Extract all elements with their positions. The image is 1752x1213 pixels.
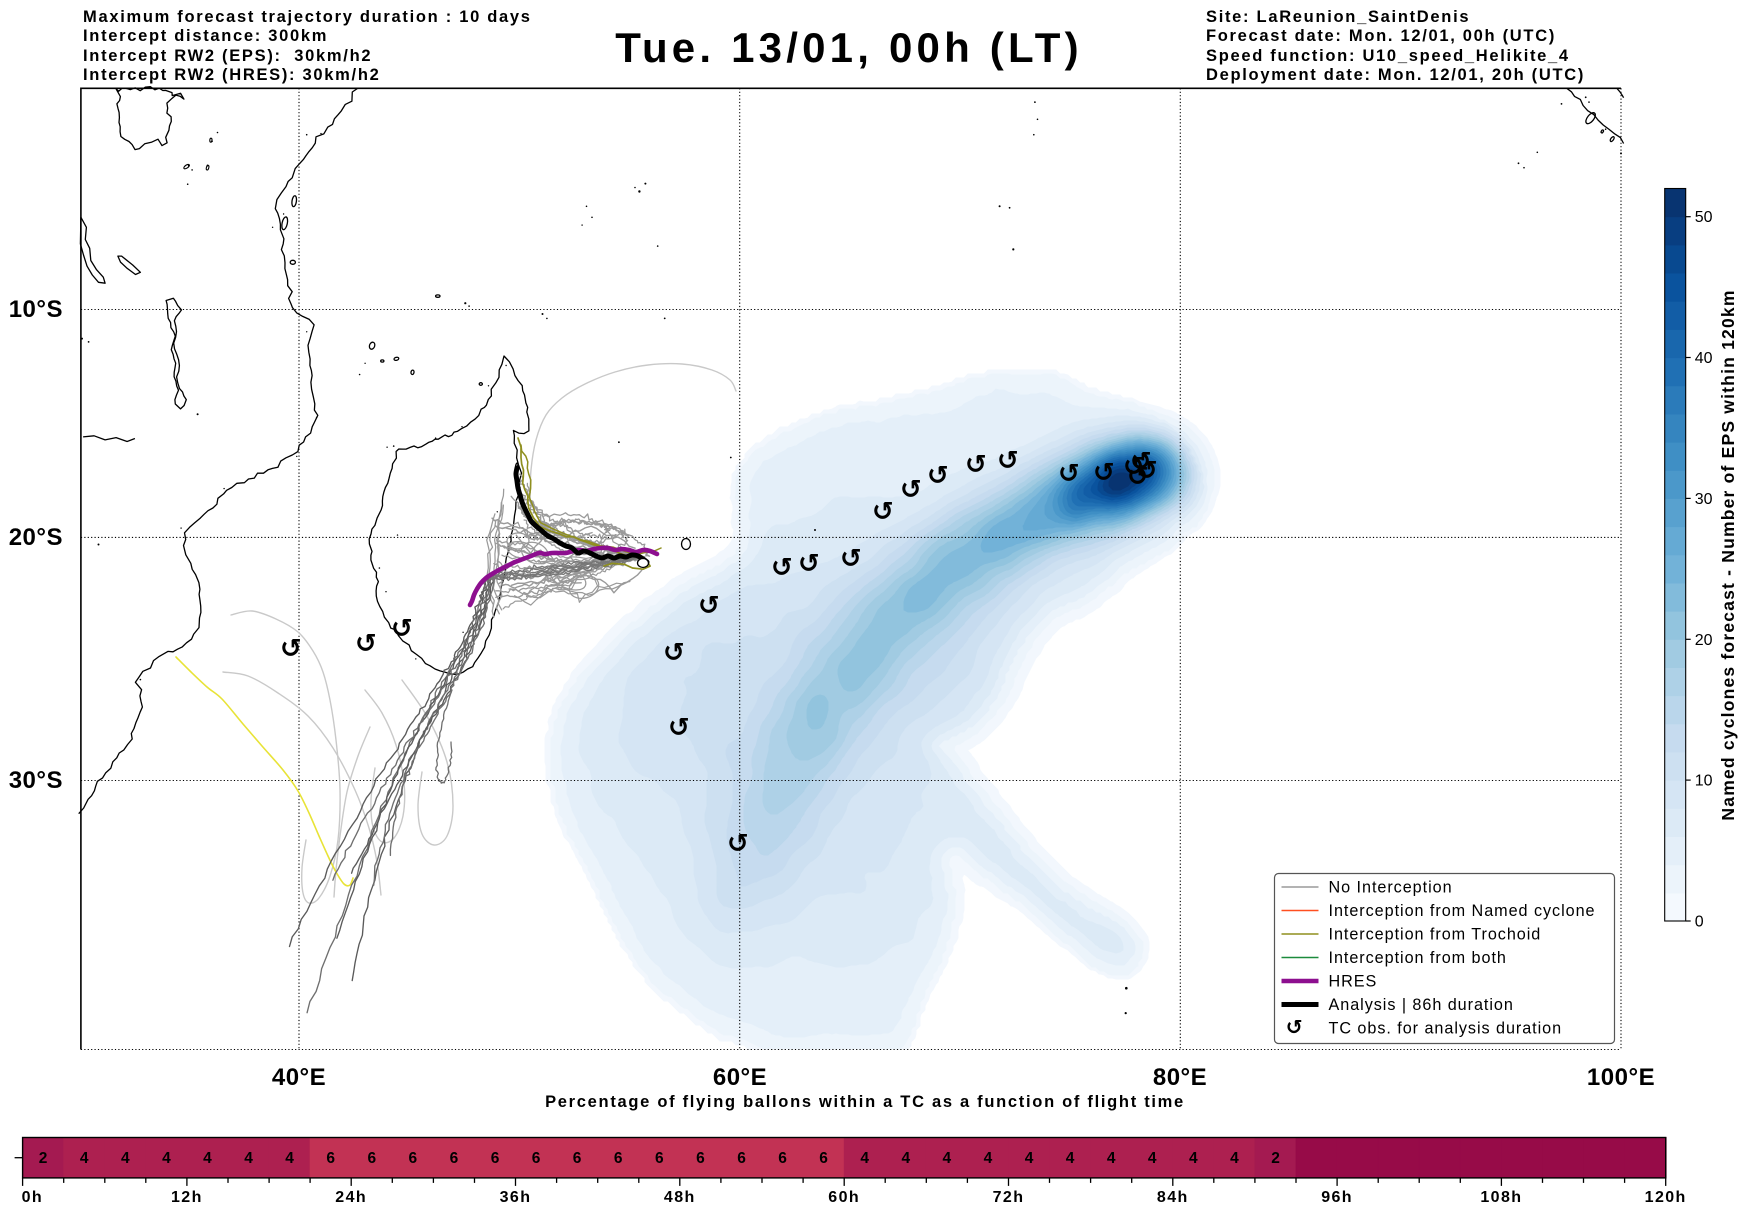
- svg-text:30°S: 30°S: [9, 767, 63, 794]
- svg-text:6: 6: [491, 1150, 500, 1167]
- svg-text:4: 4: [1025, 1150, 1034, 1167]
- svg-text:108h: 108h: [1480, 1189, 1522, 1206]
- svg-text:6: 6: [819, 1150, 828, 1167]
- svg-text:4: 4: [942, 1150, 951, 1167]
- svg-text:Forecast date: Mon. 12/01, 00h: Forecast date: Mon. 12/01, 00h (UTC): [1206, 27, 1556, 45]
- svg-text:4: 4: [162, 1150, 171, 1167]
- svg-text:4: 4: [1189, 1150, 1198, 1167]
- svg-text:Percentage of flying ballons w: Percentage of flying ballons within a TC…: [545, 1093, 1185, 1111]
- svg-text:4: 4: [1107, 1150, 1116, 1167]
- svg-text:0: 0: [1695, 914, 1704, 931]
- svg-text:Named cyclones forecast - Numb: Named cyclones forecast - Number of EPS …: [1718, 289, 1738, 820]
- svg-text:80°E: 80°E: [1153, 1064, 1207, 1091]
- svg-text:Maximum forecast trajectory du: Maximum forecast trajectory duration : 1…: [83, 8, 532, 26]
- svg-text:12h: 12h: [171, 1189, 203, 1206]
- svg-text:30: 30: [1695, 491, 1713, 508]
- svg-text:4: 4: [984, 1150, 993, 1167]
- svg-text:96h: 96h: [1321, 1189, 1353, 1206]
- svg-text:6: 6: [573, 1150, 582, 1167]
- svg-text:Analysis | 86h duration: Analysis | 86h duration: [1329, 996, 1514, 1014]
- svg-text:4: 4: [1148, 1150, 1157, 1167]
- svg-text:20°S: 20°S: [9, 524, 63, 551]
- svg-text:60h: 60h: [828, 1189, 860, 1206]
- svg-text:100°E: 100°E: [1587, 1064, 1655, 1091]
- svg-text:60°E: 60°E: [713, 1064, 767, 1091]
- svg-text:Tue. 13/01, 00h (LT): Tue. 13/01, 00h (LT): [615, 24, 1083, 71]
- svg-text:50: 50: [1695, 209, 1713, 226]
- svg-text:Interception from Trochoid: Interception from Trochoid: [1329, 926, 1542, 944]
- svg-text:4: 4: [1066, 1150, 1075, 1167]
- svg-text:6: 6: [778, 1150, 787, 1167]
- svg-text:HRES: HRES: [1329, 973, 1378, 991]
- svg-text:24h: 24h: [335, 1189, 367, 1206]
- svg-text:TC obs. for analysis duration: TC obs. for analysis duration: [1329, 1020, 1563, 1038]
- svg-text:40: 40: [1695, 350, 1713, 367]
- svg-text:6: 6: [408, 1150, 417, 1167]
- svg-text:Intercept RW2 (HRES): 30km/h2: Intercept RW2 (HRES): 30km/h2: [83, 66, 380, 84]
- svg-text:Intercept distance: 300km: Intercept distance: 300km: [83, 27, 328, 45]
- svg-text:Interception from both: Interception from both: [1329, 949, 1507, 967]
- svg-text:Deployment date: Mon. 12/01, 2: Deployment date: Mon. 12/01, 20h (UTC): [1206, 66, 1585, 84]
- svg-text:Speed function: U10_speed_Heli: Speed function: U10_speed_Helikite_4: [1206, 47, 1570, 65]
- svg-text:Interception from Named cyclon: Interception from Named cyclone: [1329, 902, 1596, 920]
- svg-text:4: 4: [901, 1150, 910, 1167]
- svg-text:2: 2: [1271, 1150, 1280, 1167]
- svg-text:6: 6: [655, 1150, 664, 1167]
- svg-text:6: 6: [737, 1150, 746, 1167]
- svg-text:4: 4: [285, 1150, 294, 1167]
- svg-text:4: 4: [80, 1150, 89, 1167]
- svg-text:2: 2: [39, 1150, 48, 1167]
- svg-text:6: 6: [367, 1150, 376, 1167]
- svg-text:4: 4: [203, 1150, 212, 1167]
- svg-text:4: 4: [244, 1150, 253, 1167]
- svg-text:120h: 120h: [1645, 1189, 1687, 1206]
- svg-text:Intercept RW2 (EPS): 30km/h2: Intercept RW2 (EPS): 30km/h2: [83, 47, 372, 65]
- svg-text:No Interception: No Interception: [1329, 879, 1453, 897]
- svg-text:36h: 36h: [500, 1189, 532, 1206]
- svg-text:6: 6: [450, 1150, 459, 1167]
- svg-text:6: 6: [614, 1150, 623, 1167]
- svg-text:0h: 0h: [22, 1189, 43, 1206]
- svg-text:Site: LaReunion_SaintDenis: Site: LaReunion_SaintDenis: [1206, 8, 1470, 26]
- svg-text:4: 4: [1230, 1150, 1239, 1167]
- svg-text:40°E: 40°E: [272, 1064, 326, 1091]
- svg-text:84h: 84h: [1157, 1189, 1189, 1206]
- svg-text:20: 20: [1695, 632, 1713, 649]
- svg-text:72h: 72h: [993, 1189, 1025, 1206]
- svg-text:10°S: 10°S: [9, 296, 63, 323]
- svg-text:6: 6: [326, 1150, 335, 1167]
- svg-text:10: 10: [1695, 773, 1713, 790]
- svg-text:4: 4: [860, 1150, 869, 1167]
- svg-text:48h: 48h: [664, 1189, 696, 1206]
- svg-text:6: 6: [532, 1150, 541, 1167]
- svg-text:4: 4: [121, 1150, 130, 1167]
- svg-text:6: 6: [696, 1150, 705, 1167]
